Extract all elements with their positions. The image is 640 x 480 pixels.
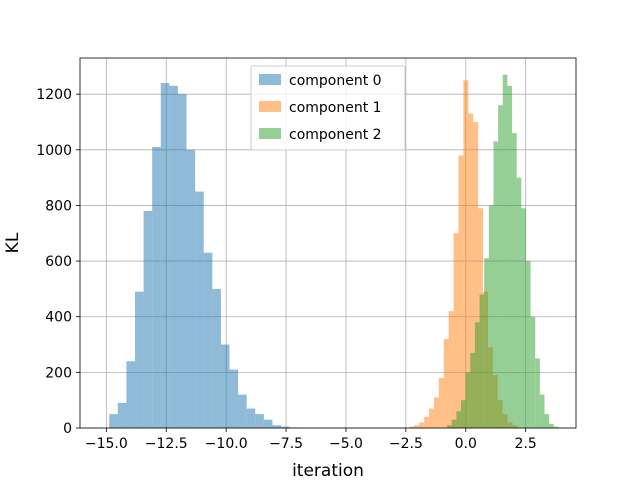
legend-label: component 0 (289, 73, 382, 89)
y-tick-label: 400 (45, 310, 72, 326)
y-tick-label: 1000 (36, 143, 72, 159)
histogram-bar (160, 83, 170, 428)
histogram-bar (414, 425, 420, 428)
histogram-bar (409, 426, 415, 428)
x-axis-label: iteration (292, 461, 364, 480)
x-tick-label: −12.5 (145, 436, 188, 452)
histogram-bar (458, 155, 464, 429)
y-tick-label: 200 (45, 365, 72, 381)
x-tick-label: −2.5 (389, 436, 423, 452)
y-axis-ticks: 0 200 400 600 800 1000 1200 (36, 87, 80, 437)
histogram-bar (502, 74, 508, 429)
histogram-bar (126, 361, 136, 428)
y-tick-label: 600 (45, 254, 72, 270)
histogram-bar (484, 258, 489, 428)
histogram-bar (203, 252, 213, 428)
histogram-bar (443, 338, 449, 428)
histogram-bar (272, 425, 282, 428)
histogram-bar (433, 397, 439, 428)
legend: component 0 component 1 component 2 (250, 65, 406, 151)
x-tick-label: −10.0 (205, 436, 248, 452)
histogram-bar (186, 149, 196, 428)
x-tick-label: 2.5 (515, 436, 537, 452)
histogram-bar (117, 402, 127, 428)
y-tick-label: 0 (63, 421, 72, 437)
histogram-bar (152, 147, 161, 428)
histogram-bar (553, 426, 559, 428)
histogram-bar (220, 344, 230, 428)
histogram-bar (498, 105, 503, 428)
histogram-bar (135, 291, 144, 428)
x-axis-ticks: −15.0 −12.5 −10.0 −7.5 −5.0 −2.5 0.0 2.5 (85, 428, 537, 452)
legend-label: component 2 (289, 127, 382, 143)
histogram-bar (512, 133, 517, 428)
x-tick-label: −7.5 (269, 436, 303, 452)
histogram-bar (419, 422, 425, 428)
y-axis-label: KL (3, 232, 23, 253)
histogram-bar (465, 372, 471, 428)
histogram-bar (549, 423, 554, 428)
histogram-bar (539, 394, 545, 428)
histogram-bar (195, 191, 204, 428)
histogram-bar (474, 322, 480, 428)
histogram-bar (177, 94, 187, 429)
histogram-bar (507, 85, 513, 428)
histogram-bar (479, 294, 485, 428)
histogram-bar (109, 414, 118, 428)
histogram-bars (109, 74, 559, 429)
x-tick-label: −5.0 (329, 436, 363, 452)
histogram-bar (544, 414, 550, 428)
histogram-bar (516, 177, 522, 428)
histogram-bar (530, 316, 536, 428)
histogram-bar (169, 85, 178, 428)
y-tick-label: 1200 (36, 87, 72, 103)
histogram-bar (438, 377, 444, 428)
legend-swatch (259, 128, 281, 139)
series-2-bars (447, 74, 559, 429)
series-0-bars (109, 83, 299, 429)
histogram-bar (263, 419, 273, 428)
x-tick-label: −15.0 (85, 436, 128, 452)
histogram-bar (521, 208, 526, 428)
histogram-bar (463, 80, 469, 428)
histogram-bar (468, 113, 474, 428)
histogram-bar (238, 394, 247, 428)
histogram-bar (447, 425, 452, 428)
histogram-bar (424, 416, 430, 428)
plot-frame (79, 57, 577, 429)
histogram-bar (246, 408, 256, 428)
legend-swatch (259, 74, 281, 85)
histogram-bar (429, 408, 434, 428)
legend-label: component 1 (289, 100, 382, 116)
histogram-bar (255, 414, 264, 428)
legend-box (250, 65, 406, 151)
x-tick-label: 0.0 (455, 436, 477, 452)
histogram-bar (453, 233, 459, 428)
histogram-bar (212, 288, 221, 428)
legend-swatch (259, 101, 281, 112)
histogram-bar (448, 311, 454, 428)
histogram-bar (488, 205, 494, 428)
histogram-bar (473, 121, 479, 429)
y-tick-label: 800 (45, 198, 72, 214)
histogram-bar (525, 261, 531, 428)
histogram-bar (493, 141, 499, 428)
histogram-bar (143, 211, 153, 428)
histogram-bar (535, 358, 540, 428)
histogram-bar (461, 400, 466, 428)
histogram-bar (281, 426, 290, 428)
histogram-bar (229, 369, 239, 428)
histogram-bar (470, 352, 475, 428)
histogram-bar (451, 419, 457, 428)
histogram-bar (456, 411, 462, 428)
